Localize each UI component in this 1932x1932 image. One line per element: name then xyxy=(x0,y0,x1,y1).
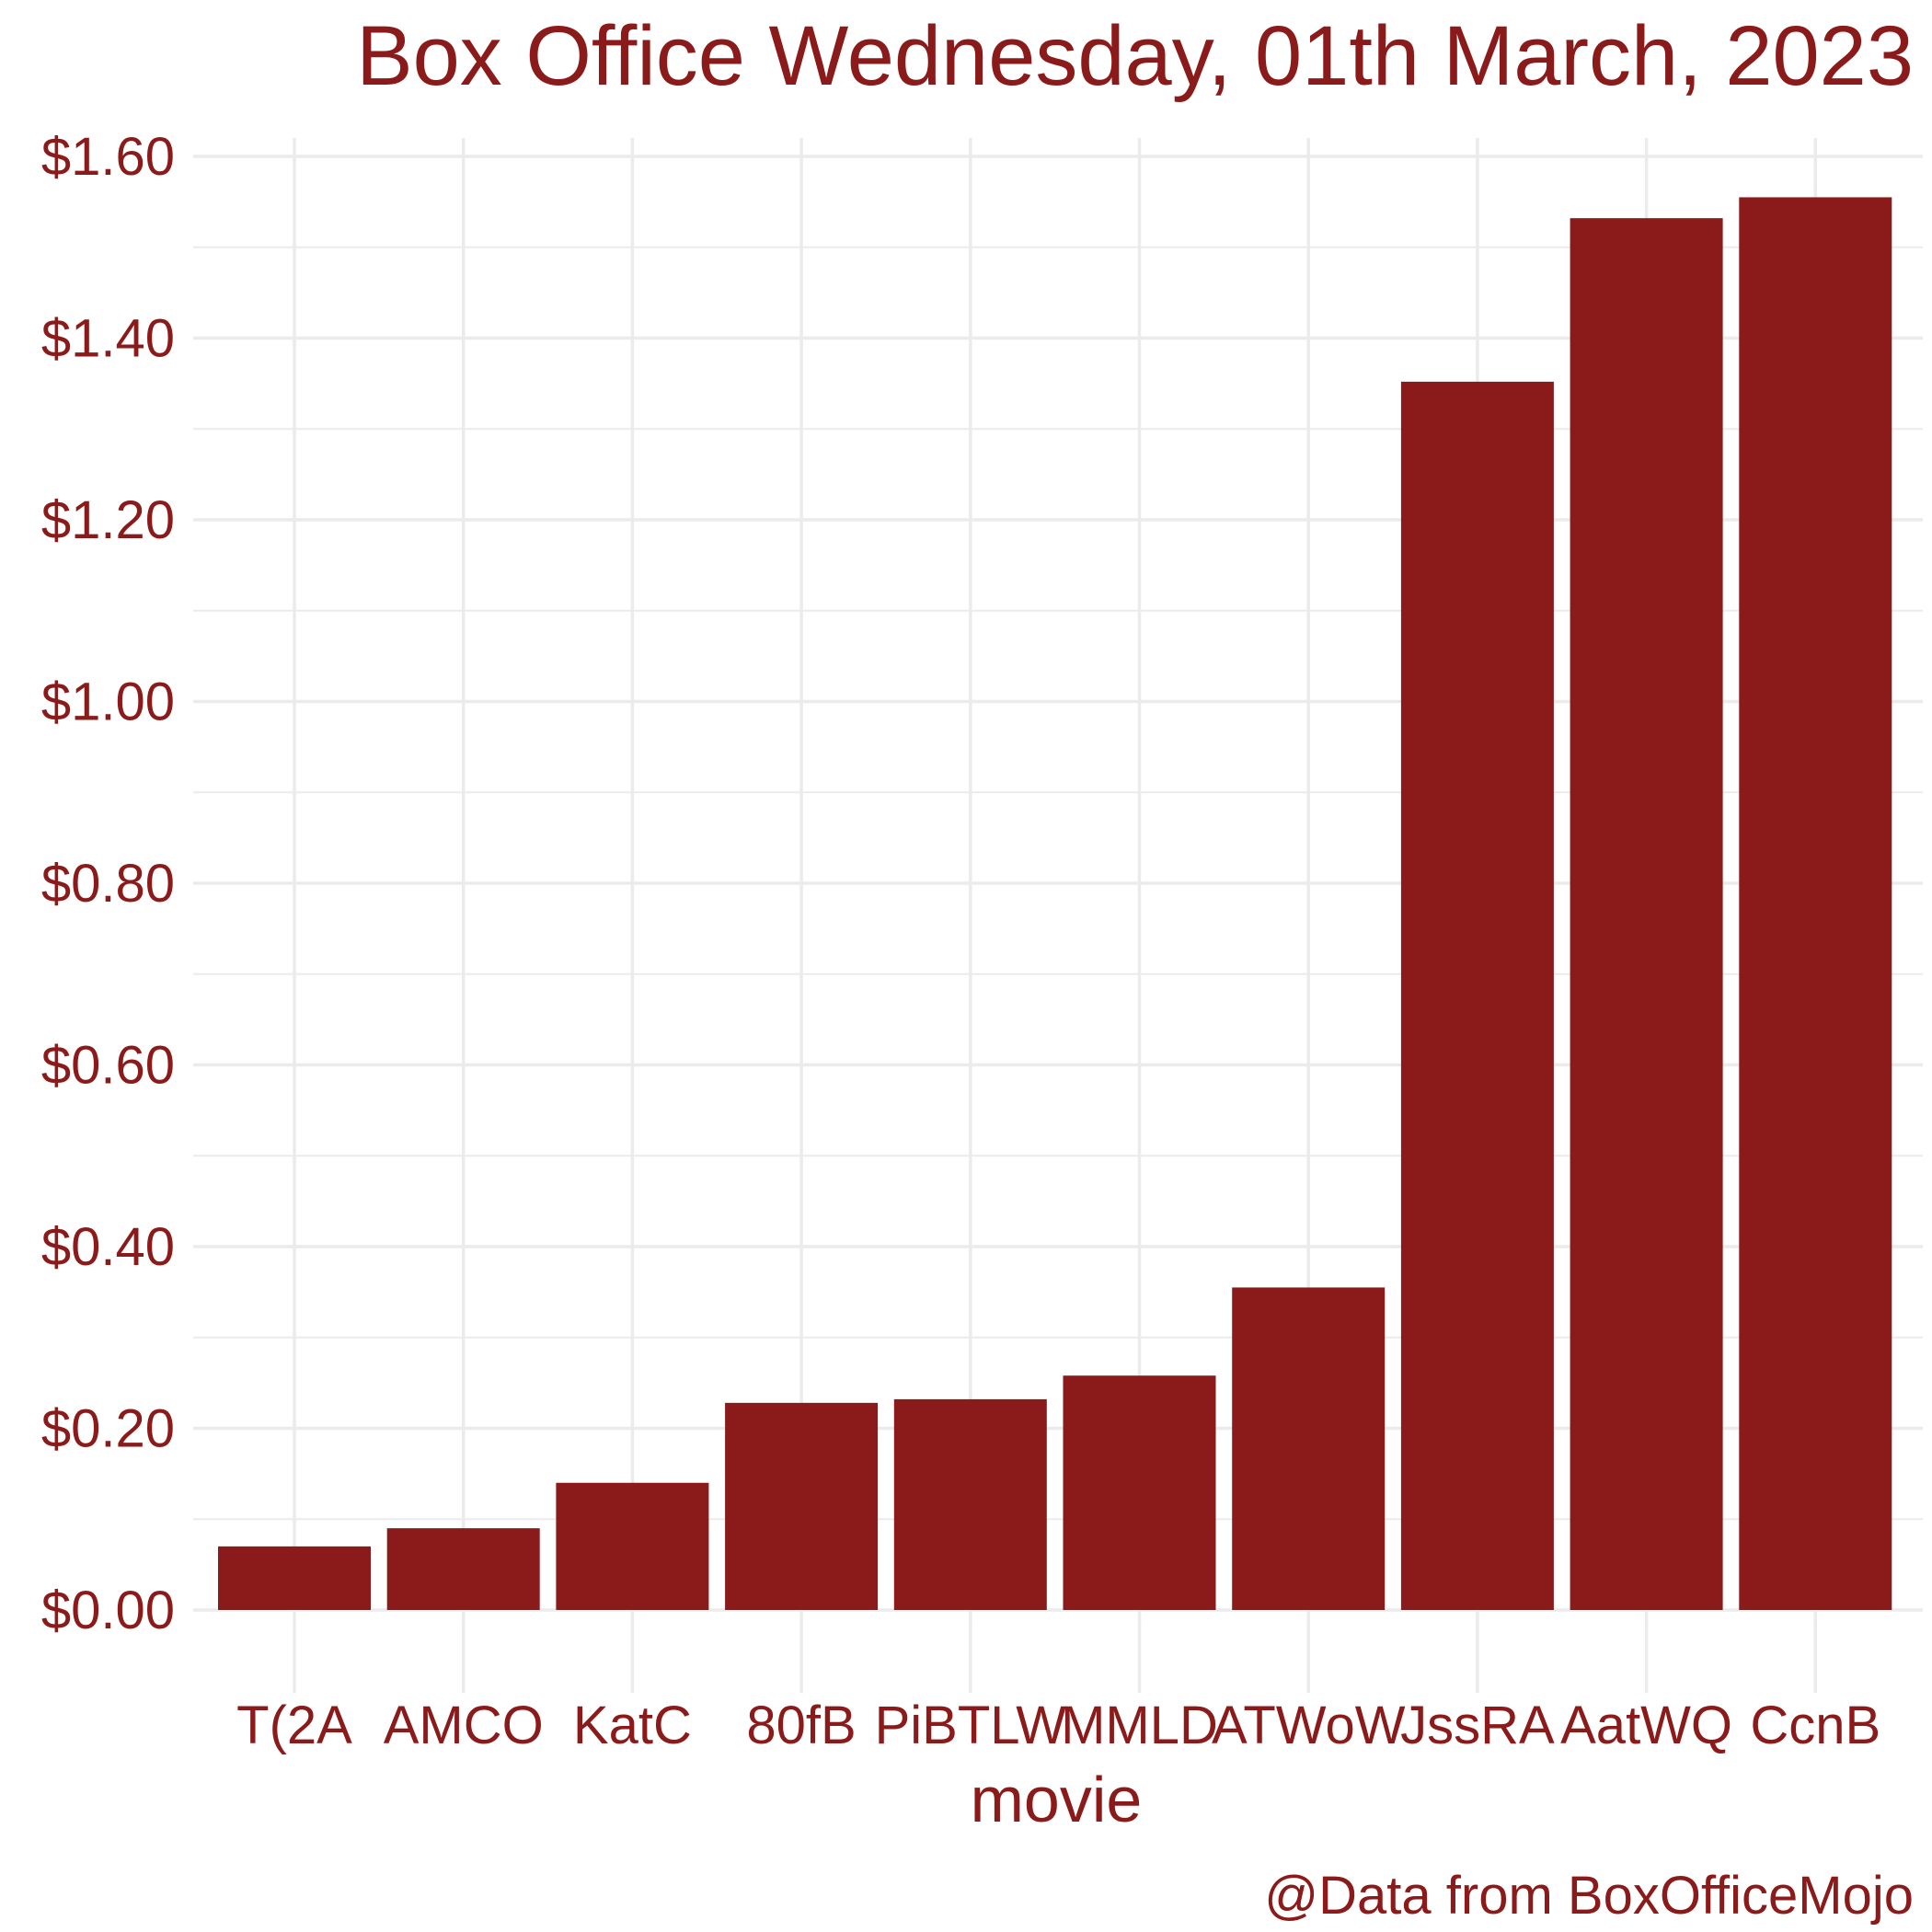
y-tick-label: $0.60 xyxy=(41,1036,175,1096)
x-tick-label: KatC xyxy=(573,1696,692,1755)
bar-80fB xyxy=(725,1402,879,1610)
y-tick-label: $0.00 xyxy=(41,1581,175,1640)
y-tick-label: $0.80 xyxy=(41,854,175,914)
x-tick-label: 80fB xyxy=(746,1696,856,1755)
y-tick-label: $0.40 xyxy=(41,1217,175,1277)
x-axis-label: movie xyxy=(971,1764,1143,1835)
y-tick-label: $1.60 xyxy=(41,127,175,187)
x-tick-label: PiBTLW xyxy=(875,1696,1067,1755)
chart-title: Box Office Wednesday, 01th March, 2023 xyxy=(356,9,1914,103)
y-tick-label: $1.00 xyxy=(41,673,175,732)
bar-T(2A xyxy=(218,1546,371,1610)
x-tick-label: ATWoW xyxy=(1212,1696,1406,1755)
bar-PiBTLW xyxy=(893,1398,1047,1610)
minor-gridlines xyxy=(193,246,1923,1521)
x-tick-label: AMCO xyxy=(384,1696,544,1755)
bar-ATWoW xyxy=(1232,1287,1386,1610)
bar-MMLD xyxy=(1063,1375,1216,1610)
bar-CcnB xyxy=(1739,197,1892,1610)
y-tick-label: $1.40 xyxy=(41,309,175,369)
x-tick-label: CcnB xyxy=(1750,1696,1880,1755)
x-tick-label: T(2A xyxy=(236,1696,352,1755)
bar-KatC xyxy=(556,1482,709,1610)
bar-AatWQ xyxy=(1570,218,1723,1610)
chart-caption: @Data from BoxOfficeMojo xyxy=(1264,1866,1914,1926)
bar-JssRA xyxy=(1400,381,1554,1610)
bars xyxy=(218,197,1892,1610)
x-tick-label: MMLD xyxy=(1061,1696,1218,1755)
bar-AMCO xyxy=(386,1528,540,1610)
x-tick-label: JssRA xyxy=(1400,1696,1555,1755)
y-axis-tick-labels: $0.00 $0.20 $0.40 $0.60 $0.80 $1.00 $1.20 $1.40… xyxy=(41,127,175,1640)
y-tick-label: $0.20 xyxy=(41,1399,175,1459)
y-tick-label: $1.20 xyxy=(41,490,175,550)
x-tick-label: AatWQ xyxy=(1560,1696,1732,1755)
